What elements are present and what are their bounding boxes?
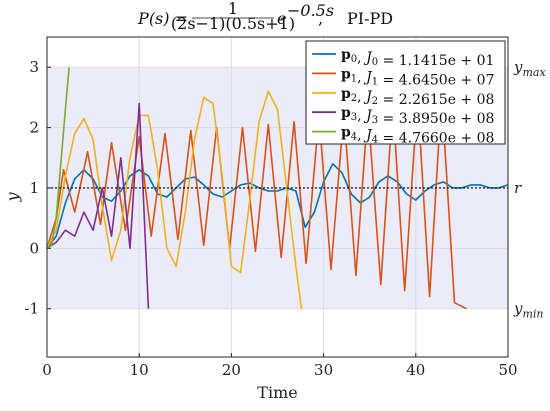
title-comma: ,	[318, 9, 323, 28]
x-tick-label: 0	[42, 361, 52, 379]
legend-box	[305, 40, 506, 145]
series-line-2	[46, 90, 303, 309]
ymin-label: ymin	[513, 300, 544, 321]
x-axis-ticks: 0 10 20 30 40 50	[42, 353, 518, 379]
x-axis-label: Time	[257, 383, 297, 402]
y-tick-label: 1	[29, 179, 39, 197]
series-line-3	[46, 102, 150, 309]
x-tick-label: 20	[222, 361, 241, 379]
y-tick-label: 3	[29, 58, 39, 76]
ymax-label: ymax	[513, 58, 546, 79]
chart-title: P(s) = 1(2s−1)(0.5s+1)e −0.5s, PI-PD	[137, 0, 393, 33]
reference-label: r	[514, 179, 522, 197]
y-axis-label: y	[3, 192, 22, 203]
x-tick-label: 50	[498, 361, 517, 379]
legend-entry-3: p3, J3 = 3.8950e + 08	[341, 105, 494, 127]
title-fraction-denominator: (2s−1)(0.5s+1)	[171, 14, 295, 33]
title-exp-base: e	[277, 9, 286, 28]
title-exp-power: −0.5s	[287, 1, 334, 20]
y-tick-label: 2	[29, 119, 39, 137]
legend-entry-4: p4, J4 = 4.7660e + 08	[341, 125, 494, 147]
title-fraction-numerator: 1	[228, 0, 238, 18]
y-axis-ticks: -1 0 1 2 3	[24, 58, 51, 318]
series-line-4	[46, 67, 70, 249]
series-lines	[46, 67, 509, 310]
legend-entry-0: p0, J0 = 1.1415e + 01	[341, 47, 494, 69]
plot-frame	[46, 36, 509, 358]
y-tick-label: -1	[24, 300, 39, 318]
y-tick-label: 0	[29, 239, 39, 257]
title-method: PI-PD	[347, 9, 393, 28]
legend-entry-1: p1, J1 = 4.6450e + 07	[341, 66, 494, 88]
series-line-1	[46, 93, 467, 310]
side-labels: ymax r ymin	[513, 58, 546, 321]
x-tick-label: 30	[314, 361, 333, 379]
title-lhs: P(s) =	[137, 9, 188, 28]
legend-entry-2: p2, J2 = 2.2615e + 08	[341, 86, 494, 108]
x-tick-label: 40	[406, 361, 425, 379]
x-tick-label: 10	[130, 361, 149, 379]
